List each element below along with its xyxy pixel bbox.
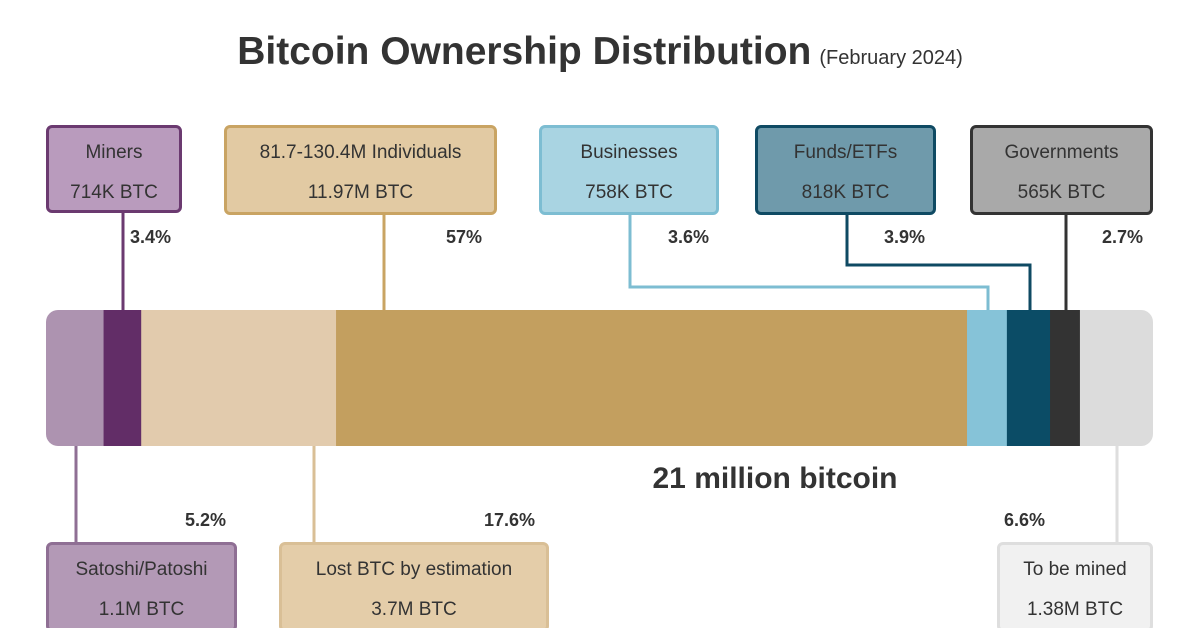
bar-segment-governments: [1050, 310, 1081, 446]
segment-name: To be mined: [1023, 559, 1127, 580]
bar-segment-satoshi-patoshi: [46, 310, 105, 446]
percent-label-to-be-mined: 6.6%: [1004, 510, 1046, 530]
percent-label-satoshi-patoshi: 5.2%: [185, 510, 227, 530]
label-box-businesses: Businesses 758K BTC: [539, 125, 719, 215]
percent-label-funds-etfs: 3.9%: [884, 227, 926, 247]
label-box-miners: Miners 714K BTC: [46, 125, 182, 213]
segment-amount: 11.97M BTC: [307, 182, 414, 203]
chart-subtitle: (February 2024): [819, 47, 963, 69]
label-box-81-7-130-4m-individuals: 81.7-130.4M Individuals 11.97M BTC: [224, 125, 497, 215]
segment-name: Miners: [85, 142, 143, 163]
segment-name: Satoshi/Patoshi: [75, 559, 208, 580]
percent-label-businesses: 3.6%: [668, 227, 710, 247]
connector-funds-etfs: [845, 212, 1032, 310]
connector-businesses: [628, 212, 990, 310]
percent-label-miners: 3.4%: [130, 227, 172, 247]
chart-title: Bitcoin Ownership Distribution: [237, 30, 812, 73]
segment-amount: 714K BTC: [70, 182, 158, 203]
percent-label-lost-btc-by-estimation: 17.6%: [484, 510, 536, 530]
segment-amount: 3.7M BTC: [371, 599, 457, 620]
bar-segment-funds-etfs: [1006, 310, 1051, 446]
label-box-lost-btc-by-estimation: Lost BTC by estimation 3.7M BTC: [279, 542, 549, 628]
segment-name: 81.7-130.4M Individuals: [259, 142, 462, 163]
label-box-governments: Governments 565K BTC: [970, 125, 1153, 215]
label-box-funds-etfs: Funds/ETFs 818K BTC: [755, 125, 936, 215]
label-box-satoshi-patoshi: Satoshi/Patoshi 1.1M BTC: [46, 542, 237, 628]
segment-amount: 818K BTC: [801, 182, 890, 203]
chart-title-block: Bitcoin Ownership Distribution (February …: [0, 30, 1200, 74]
label-box-to-be-mined: To be mined 1.38M BTC: [997, 542, 1153, 628]
segment-name: Governments: [1004, 142, 1119, 163]
bar-segment-lost-btc-by-estimation: [141, 310, 337, 446]
segment-name: Businesses: [580, 142, 678, 163]
percent-label-81-7-130-4m-individuals: 57%: [446, 227, 483, 247]
bar-segment-81-7-130-4m-individuals: [336, 310, 968, 446]
segment-amount: 1.38M BTC: [1026, 599, 1124, 620]
bar-segment-businesses: [967, 310, 1008, 446]
bar-segment-miners: [103, 310, 142, 446]
total-label: 21 million bitcoin: [652, 462, 898, 495]
bar-segment-to-be-mined: [1079, 310, 1153, 446]
segment-name: Lost BTC by estimation: [315, 559, 513, 580]
segment-amount: 1.1M BTC: [98, 599, 185, 620]
segment-name: Funds/ETFs: [793, 142, 898, 163]
segment-amount: 758K BTC: [585, 182, 673, 203]
segment-amount: 565K BTC: [1017, 182, 1106, 203]
percent-label-governments: 2.7%: [1102, 227, 1144, 247]
